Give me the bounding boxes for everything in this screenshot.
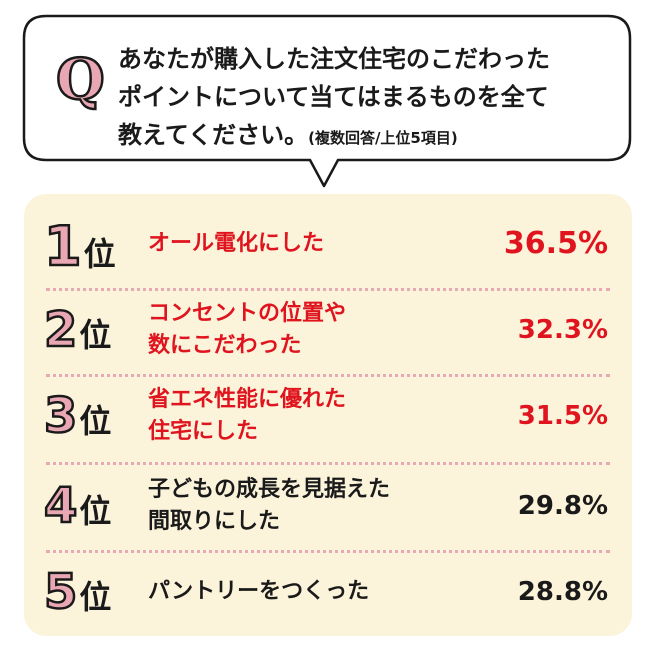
rank-label: コンセントの位置や 数にこだわった: [148, 298, 346, 362]
rank-value: 32.3%: [517, 315, 608, 345]
rank-row-2: 2 位コンセントの位置や 数にこだわった 32.3%: [24, 290, 632, 370]
rank-number: 3: [43, 388, 79, 444]
rank-label-line: オール電化にした: [148, 231, 325, 256]
question-text: あなたが購入した注文住宅のこだわった ポイントについて当てはまるものを全て 教え…: [118, 40, 618, 157]
rank-label-line: 省エネ性能に優れた: [148, 387, 347, 412]
rank-label-line: 数にこだわった: [148, 333, 302, 358]
question-line-1: あなたが購入した注文住宅のこだわった: [118, 45, 550, 73]
rank-suffix: 位: [79, 578, 112, 616]
question-line-3-text: 教えてください。: [118, 121, 309, 149]
rank-label: 子どもの成長を見据えた 間取りにした: [148, 474, 390, 538]
rank-number: 2: [43, 302, 79, 358]
rank-row-5: 5 位 パントリーをつくった 28.8%: [24, 556, 632, 628]
rank-number: 4: [43, 478, 79, 534]
rank-suffix: 位: [83, 235, 116, 273]
question-line-3: 教えてください。(複数回答/上位5項目): [118, 116, 618, 157]
rank-number: 5: [43, 564, 79, 620]
question-note: (複数回答/上位5項目): [308, 129, 458, 147]
speech-bubble-outline: [22, 14, 632, 188]
question-line-2: ポイントについて当てはまるものを全て: [118, 83, 549, 111]
row-divider: [46, 462, 610, 465]
rank-value: 29.8%: [517, 491, 608, 521]
ranking-panel: 1 位オール電化にした 36.5% 2 位コンセントの位置や 数にこだわった 32.3% 3 位…: [24, 194, 632, 636]
rank-suffix: 位: [79, 402, 112, 440]
rank-suffix: 位: [79, 492, 112, 530]
rank-label-line: 住宅にした: [148, 419, 259, 444]
rank-label-line: 子どもの成長を見据えた: [148, 477, 391, 502]
rank-value: 31.5%: [517, 401, 608, 431]
rank-number: 1: [43, 215, 83, 278]
speech-bubble: [22, 14, 632, 188]
rank-label: 省エネ性能に優れた 住宅にした: [148, 384, 346, 448]
rank-label-line: パントリーをつくった: [148, 579, 370, 604]
rank-row-1: 1 位 オール電化にした 36.5%: [24, 204, 632, 284]
question-mark-letter: Q: [55, 47, 106, 113]
row-divider: [46, 374, 610, 377]
rank-label-line: 間取りにした: [148, 509, 281, 534]
rank-value: 36.5%: [503, 226, 608, 261]
rank-label-line: コンセントの位置や: [148, 301, 347, 326]
rank-label: オール電化にした: [148, 228, 324, 260]
row-divider: [46, 550, 610, 553]
rank-value: 28.8%: [517, 577, 608, 607]
row-divider: [46, 288, 610, 291]
rank-row-3: 3 位省エネ性能に優れた 住宅にした 31.5%: [24, 376, 632, 456]
rank-label: パントリーをつくった: [148, 576, 369, 608]
rank-row-4: 4 位子どもの成長を見据えた 間取りにした 29.8%: [24, 464, 632, 548]
rank-suffix: 位: [79, 316, 112, 354]
